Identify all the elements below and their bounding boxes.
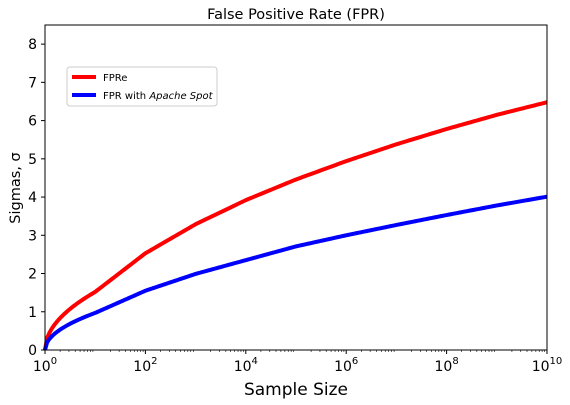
legend-box — [66, 66, 218, 107]
x-tick-label-5: 1010 — [532, 356, 563, 375]
legend-label-fpr-apache-spot: FPR with Apache Spot — [103, 91, 214, 102]
y-axis: 0 1 2 3 4 5 6 7 8 — [28, 37, 45, 359]
legend-label-fpre: FPRe — [103, 73, 127, 84]
y-tick-label-7: 7 — [28, 75, 37, 91]
x-tick-label-4: 108 — [434, 356, 458, 375]
y-tick-label-3: 3 — [28, 228, 37, 244]
y-tick-label-5: 5 — [28, 152, 37, 168]
legend: FPRe FPR with Apache Spot — [66, 66, 218, 107]
series-line-0 — [43, 100, 548, 351]
y-tick-label-6: 6 — [28, 114, 37, 130]
x-tick-label-1: 102 — [133, 356, 157, 375]
y-tick-label-1: 1 — [28, 305, 37, 321]
plot-area — [43, 100, 548, 351]
x-tick-label-0: 100 — [33, 356, 57, 375]
y-tick-label-0: 0 — [28, 343, 37, 359]
x-axis-label: Sample Size — [244, 380, 348, 400]
plot-frame — [44, 24, 548, 351]
y-axis-label: Sigmas, σ — [8, 152, 24, 223]
legend-label-italic: Apache Spot — [148, 91, 213, 102]
x-tick-label-2: 104 — [234, 356, 258, 375]
y-tick-label-2: 2 — [28, 267, 37, 283]
legend-label-prefix: FPR with — [103, 91, 149, 102]
x-axis: 100 102 104 106 108 1010 — [33, 350, 562, 375]
chart-title: False Positive Rate (FPR) — [207, 7, 385, 23]
y-tick-label-8: 8 — [28, 37, 37, 53]
series-line-1 — [43, 194, 548, 351]
x-tick-label-3: 106 — [334, 356, 358, 375]
y-tick-label-4: 4 — [28, 190, 37, 206]
